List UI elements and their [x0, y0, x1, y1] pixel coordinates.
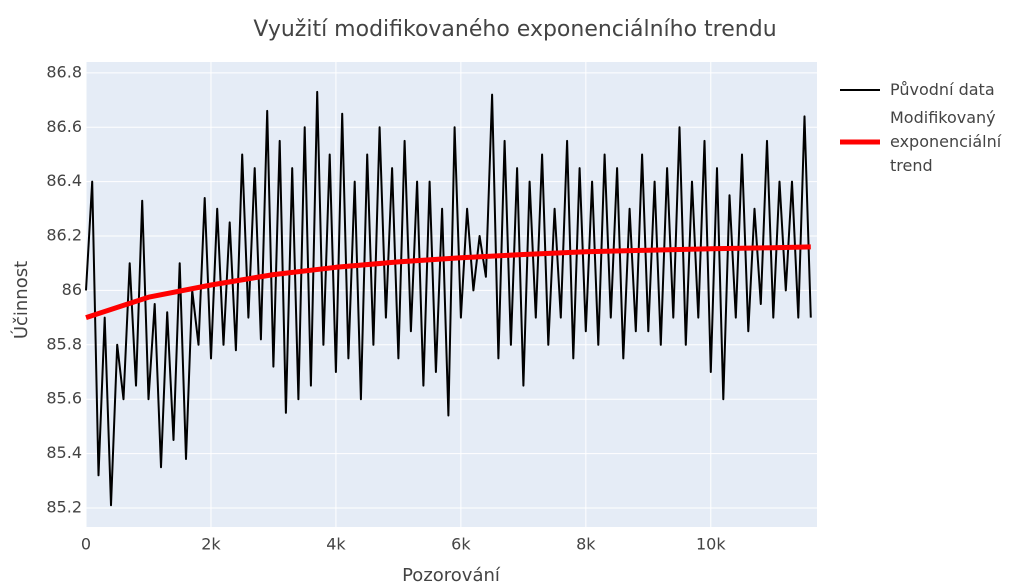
- x-tick-label: 10k: [696, 535, 726, 554]
- legend-label[interactable]: Modifikovaný exponenciální trend: [890, 108, 1002, 175]
- y-tick-label: 86.4: [46, 171, 82, 190]
- x-tick-label: 2k: [201, 535, 221, 554]
- legend-label[interactable]: Původní data: [890, 80, 995, 99]
- y-tick-label: 85.8: [46, 334, 82, 353]
- y-tick-label: 85.2: [46, 497, 82, 516]
- x-tick-label: 4k: [326, 535, 346, 554]
- y-tick-label: 86.6: [46, 117, 82, 136]
- x-tick-label: 6k: [451, 535, 471, 554]
- data-line: [85, 90, 812, 507]
- y-tick-label: 86: [62, 280, 82, 299]
- y-tick-label: 85.4: [46, 443, 82, 462]
- x-tick-label: 8k: [576, 535, 596, 554]
- data-line: [85, 244, 811, 320]
- y-axis-title: Účinnost: [10, 261, 32, 339]
- x-axis-title: Pozorování: [402, 565, 501, 586]
- y-tick-label: 86.8: [46, 62, 82, 81]
- x-tick-label: 0: [81, 535, 91, 554]
- chart-title: Využití modifikovaného exponenciálního t…: [253, 17, 776, 42]
- y-tick-label: 85.6: [46, 389, 82, 408]
- y-tick-label: 86.2: [46, 226, 82, 245]
